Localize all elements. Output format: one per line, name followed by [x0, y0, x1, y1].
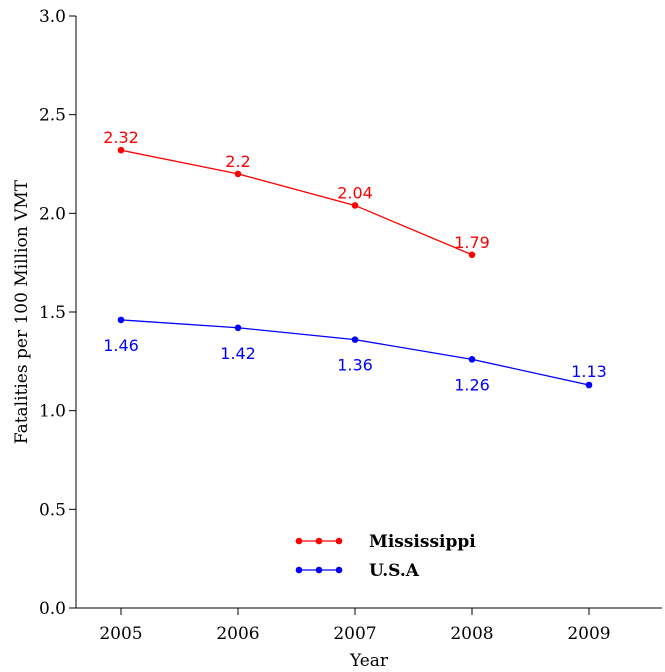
legend-label: Mississippi — [369, 532, 476, 552]
legend: Mississippi U.S.A — [295, 532, 476, 581]
series-mississippi: 2.32 2.2 2.04 1.79 — [103, 128, 490, 259]
x-tick-label: 2008 — [450, 624, 493, 644]
y-tick-label: 0.5 — [39, 500, 66, 520]
y-tick-label: 3.0 — [39, 7, 66, 27]
data-label: 1.42 — [220, 344, 256, 363]
x-ticks: 2005 2006 2007 2008 2009 — [99, 608, 611, 644]
y-tick-label: 1.0 — [39, 402, 66, 422]
data-point — [468, 251, 476, 259]
data-label: 2.04 — [337, 183, 373, 202]
data-label: 1.79 — [454, 233, 490, 252]
data-point — [585, 381, 593, 389]
x-tick-label: 2005 — [99, 624, 142, 644]
legend-marker — [335, 566, 343, 574]
series-layer: 2.32 2.2 2.04 1.79 1.46 1.42 1.36 1.26 1.13 — [103, 128, 607, 394]
legend-label: U.S.A — [369, 561, 420, 581]
x-tick-label: 2006 — [216, 624, 259, 644]
x-tick-label: 2009 — [567, 624, 610, 644]
data-label: 1.36 — [337, 356, 373, 375]
data-label: 1.26 — [454, 375, 490, 394]
legend-marker — [315, 566, 323, 574]
data-point — [468, 356, 476, 363]
y-ticks: 0.0 0.5 1.0 1.5 2.0 2.5 3.0 — [39, 7, 76, 619]
data-label: 2.32 — [103, 128, 139, 147]
data-point — [234, 324, 242, 332]
data-label: 2.2 — [225, 152, 250, 171]
y-tick-label: 2.5 — [39, 106, 66, 126]
data-point — [351, 336, 359, 343]
data-point — [117, 146, 125, 154]
legend-marker — [315, 537, 323, 545]
series-line — [120, 319, 590, 386]
legend-item: U.S.A — [295, 561, 420, 581]
series-u-s-a: 1.46 1.42 1.36 1.26 1.13 — [103, 316, 607, 394]
y-tick-label: 1.5 — [39, 303, 66, 323]
data-point — [234, 170, 242, 178]
y-axis-title: Fatalities per 100 Million VMT — [12, 179, 32, 444]
legend-item: Mississippi — [295, 532, 476, 552]
data-label: 1.46 — [103, 336, 139, 355]
y-tick-label: 2.0 — [39, 204, 66, 224]
legend-marker — [295, 537, 303, 545]
data-label: 1.13 — [571, 362, 607, 381]
series-line — [120, 149, 473, 256]
data-point — [351, 202, 359, 209]
x-axis-title: Year — [349, 651, 389, 671]
axes — [75, 16, 662, 609]
y-tick-label: 0.0 — [39, 599, 66, 619]
data-point — [117, 316, 125, 324]
x-tick-label: 2007 — [333, 624, 376, 644]
legend-marker — [295, 566, 303, 574]
legend-marker — [335, 537, 343, 545]
